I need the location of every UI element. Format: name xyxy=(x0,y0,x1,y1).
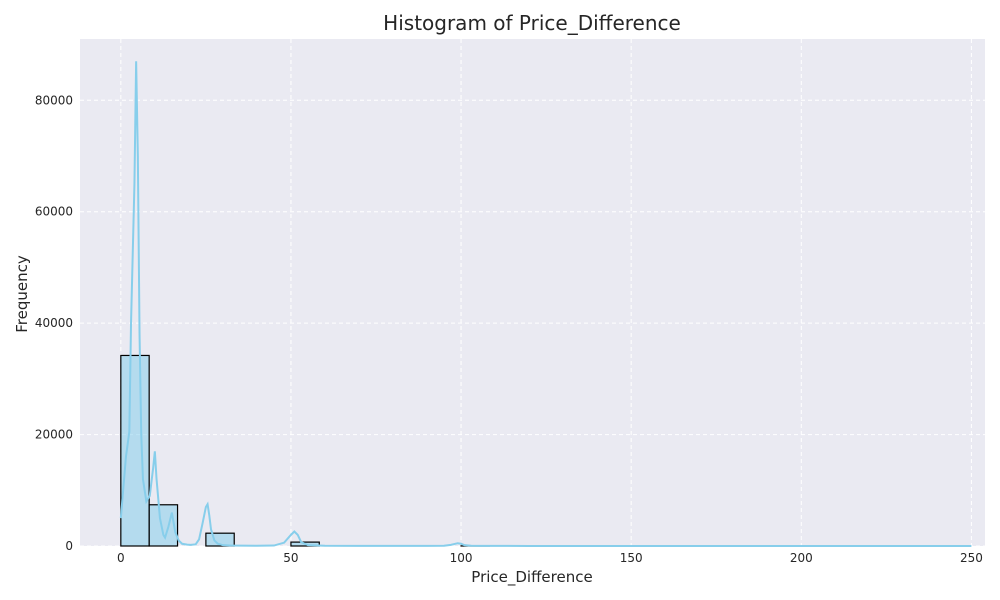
y-tick-label: 80000 xyxy=(35,93,73,107)
y-ticks: 0 20000 40000 60000 80000 xyxy=(35,93,73,553)
x-tick-label: 150 xyxy=(620,551,643,565)
plot-area xyxy=(80,39,985,546)
chart-title: Histogram of Price_Difference xyxy=(383,11,681,35)
x-tick-label: 200 xyxy=(790,551,813,565)
y-tick-label: 60000 xyxy=(35,205,73,219)
x-tick-label: 100 xyxy=(450,551,473,565)
y-tick-label: 20000 xyxy=(35,428,73,442)
kde-line xyxy=(119,61,972,547)
x-tick-label: 50 xyxy=(283,551,298,565)
y-tick-label: 0 xyxy=(65,539,73,553)
x-tick-label: 0 xyxy=(117,551,125,565)
histogram-bar xyxy=(120,354,150,547)
bars xyxy=(120,354,490,547)
x-tick-label: 250 xyxy=(960,551,983,565)
y-tick-label: 40000 xyxy=(35,316,73,330)
histogram-bar xyxy=(148,504,179,547)
y-axis-label: Frequency xyxy=(13,255,31,333)
x-ticks: 0 50 100 150 200 250 xyxy=(117,551,983,565)
x-axis-label: Price_Difference xyxy=(471,568,592,587)
